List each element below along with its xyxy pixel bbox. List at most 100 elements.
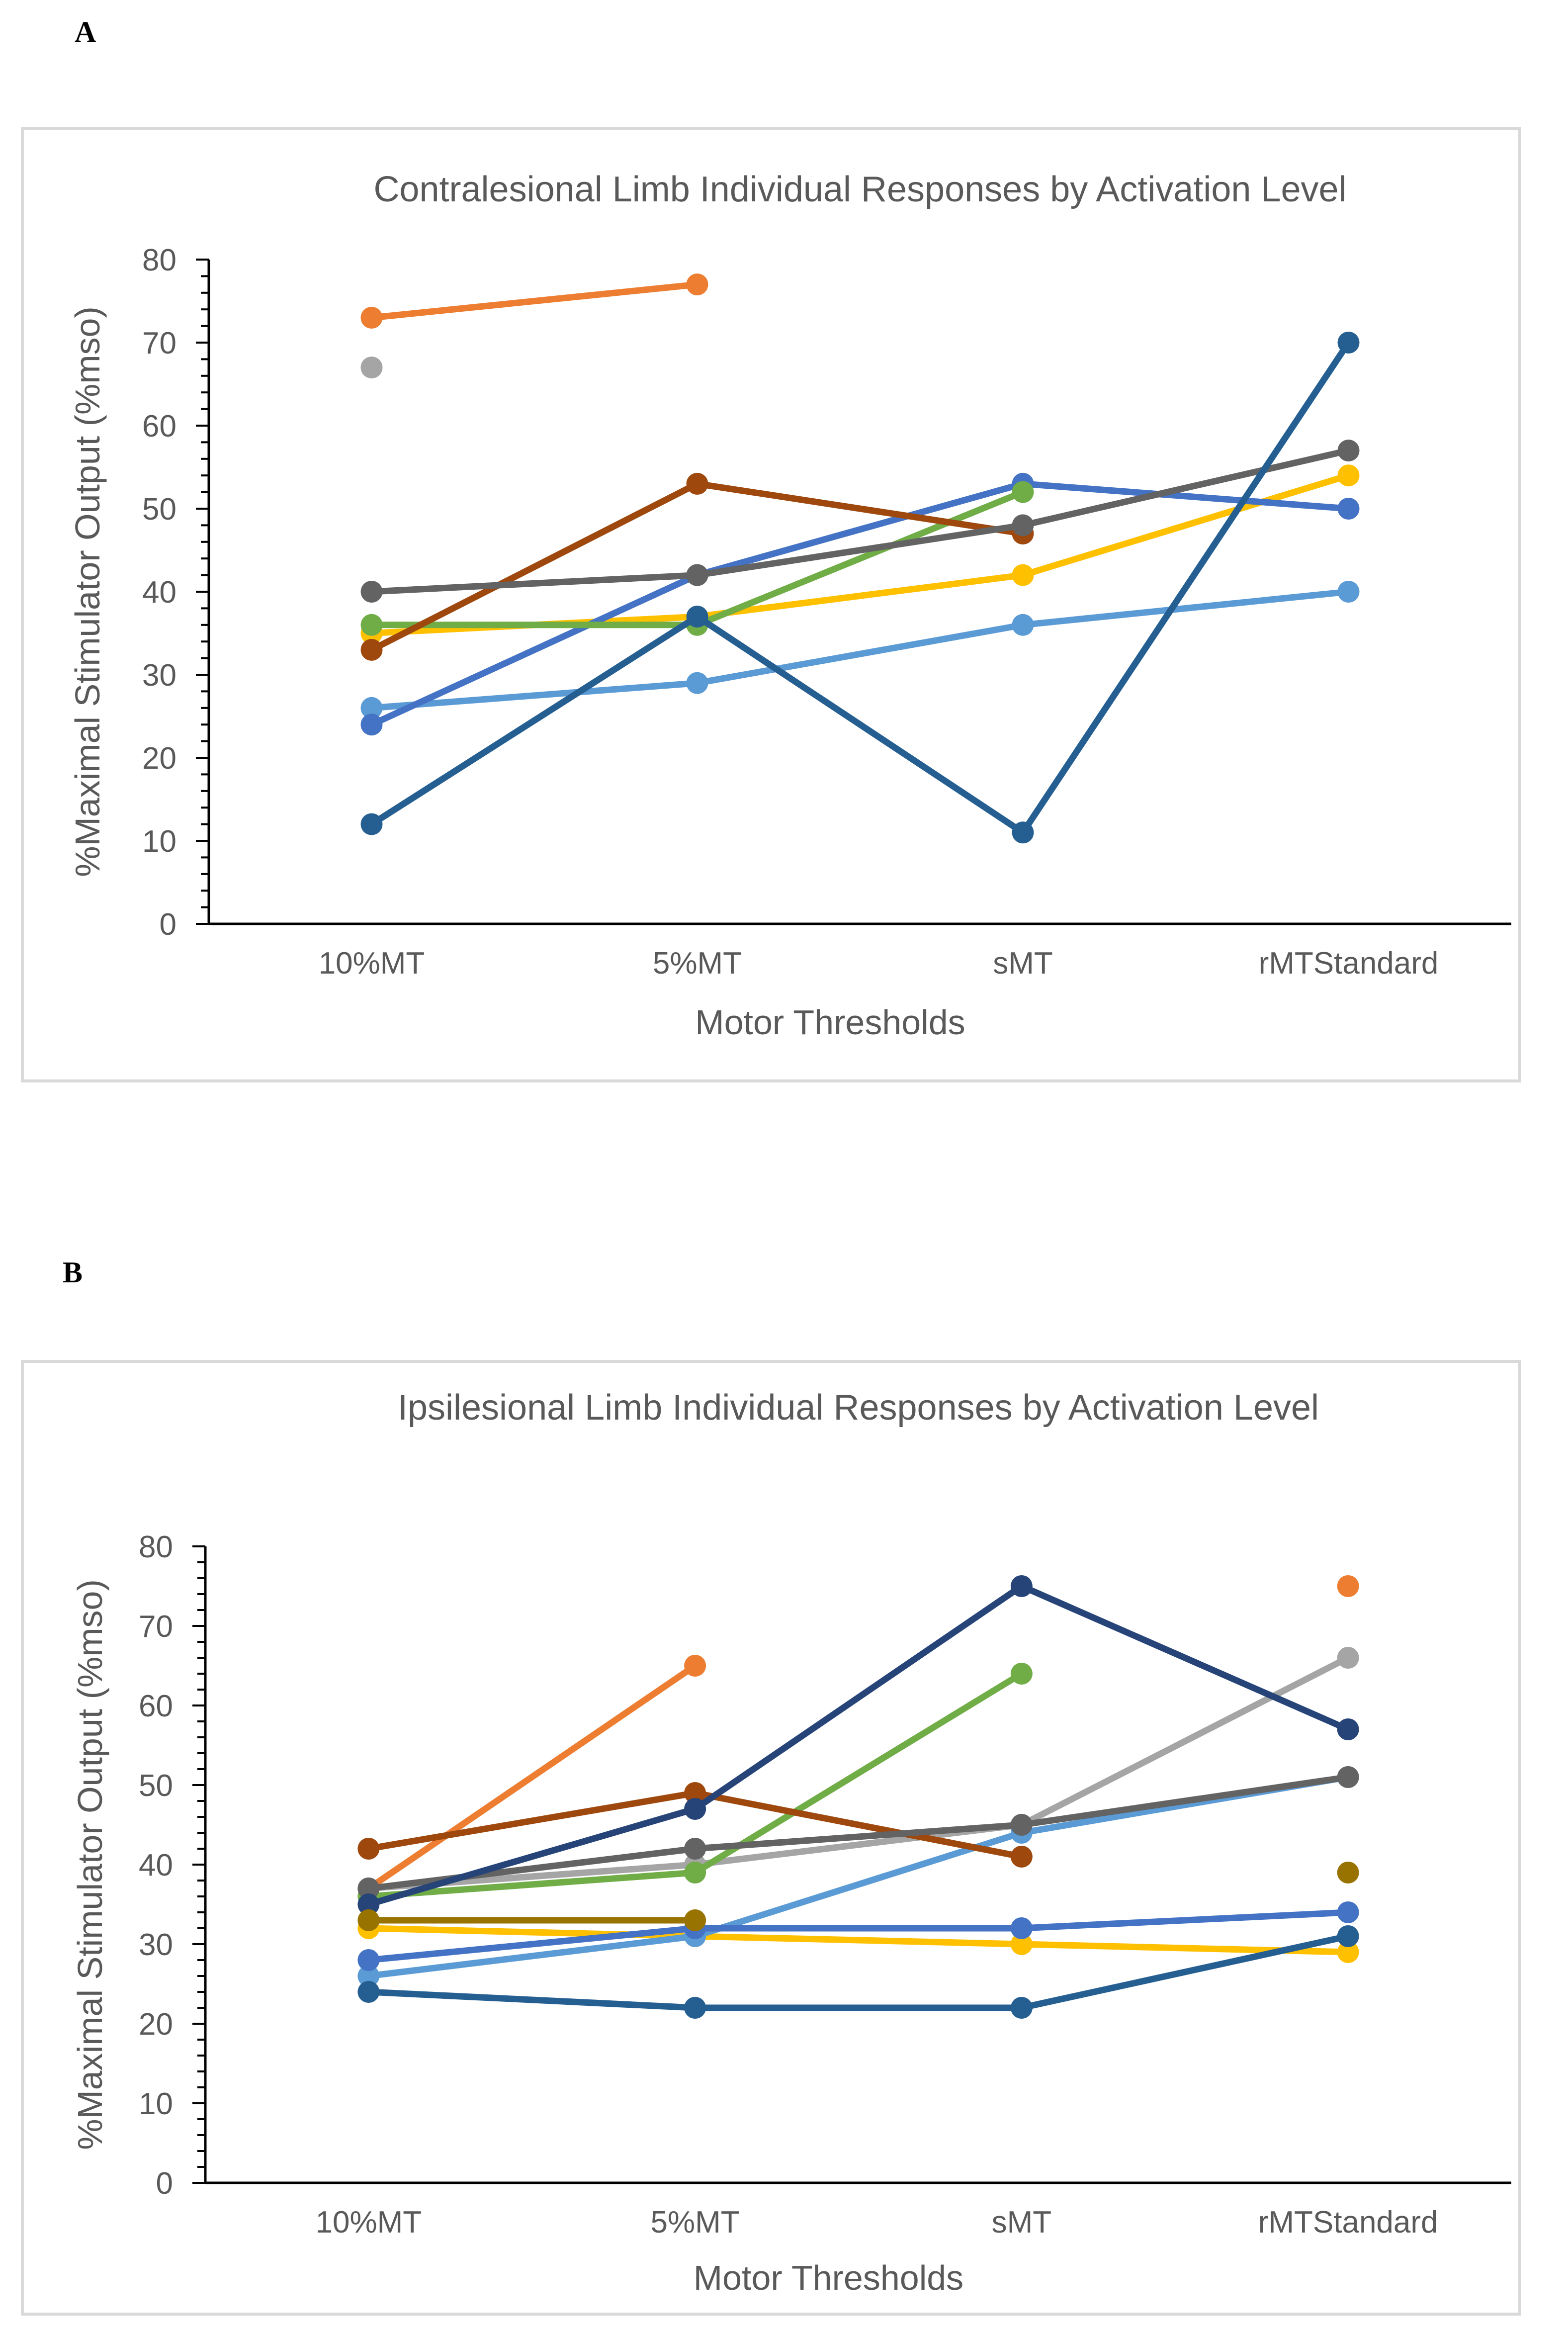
contralesional-series-5-point <box>360 714 383 736</box>
contralesional-series-9-segment <box>368 613 700 828</box>
ipsilesional-series-6-point <box>1010 1663 1033 1685</box>
contralesional-chart-title: Contralesional Limb Individual Responses… <box>373 170 1346 209</box>
contralesional-series-4-point <box>686 672 708 694</box>
ipsilesional-series-8-point <box>1337 1766 1359 1788</box>
contralesional-series-9-point <box>1012 821 1034 844</box>
contralesional-series-7 <box>360 472 1034 661</box>
ipsilesional-series-11-segment <box>1018 1933 1352 2011</box>
ipsilesional-series-7-segment <box>692 1790 1025 1860</box>
contralesional-series-1-segment <box>368 281 700 321</box>
ipsilesional-y-tick-label: 20 <box>139 2007 173 2042</box>
chart-ipsilesional-frame <box>21 1360 1521 2316</box>
ipsilesional-y-tick-label: 70 <box>139 1610 173 1644</box>
contralesional-series-8-segment <box>694 522 1026 579</box>
ipsilesional-series-11-point <box>1010 1997 1033 2019</box>
ipsilesional-series-8-segment <box>692 1821 1025 1852</box>
contralesional-series-6-point <box>1012 481 1034 503</box>
contralesional-y-tick-label: 50 <box>142 492 176 527</box>
contralesional-series-8-segment <box>368 572 700 595</box>
ipsilesional-series-8-point <box>357 1878 380 1899</box>
contralesional-series-8-point <box>1012 514 1034 537</box>
contralesional-series-8 <box>360 440 1360 603</box>
contralesional-series-8-point <box>1337 440 1360 462</box>
ipsilesional-x-tick-label: 5%MT <box>651 2205 740 2240</box>
contralesional-series-9-point <box>1337 332 1360 354</box>
ipsilesional-y-tick-label: 60 <box>139 1689 173 1723</box>
ipsilesional-series-8-point <box>684 1838 706 1860</box>
contralesional-series-3-point <box>1012 564 1034 586</box>
ipsilesional-series-10-point <box>357 1909 380 1931</box>
contralesional-series-7-point <box>686 472 708 495</box>
ipsilesional-x-tick-label: 10%MT <box>316 2205 422 2240</box>
ipsilesional-series-7-point <box>357 1838 380 1860</box>
ipsilesional-series-7-point <box>1010 1846 1033 1868</box>
ipsilesional-series-8-segment <box>1018 1774 1352 1828</box>
ipsilesional-series-4-segment <box>365 1933 698 1979</box>
ipsilesional-series-9-point <box>357 1893 380 1915</box>
ipsilesional-series-4-point <box>357 1965 380 1987</box>
contralesional-series-1 <box>360 273 708 329</box>
ipsilesional-series-6-segment <box>692 1670 1025 1876</box>
ipsilesional-series-11-segment <box>365 1988 698 2011</box>
contralesional-series-8-point <box>686 564 708 586</box>
contralesional-series-3-point <box>1337 464 1360 487</box>
contralesional-series-9-segment <box>1020 339 1352 836</box>
contralesional-y-axis-title: %Maximal Stimulator Output (%mso) <box>68 306 107 877</box>
contralesional-series-9-point <box>360 813 383 835</box>
panel-label-a: A <box>75 15 96 48</box>
ipsilesional-series-9-segment <box>365 1805 698 1908</box>
ipsilesional-series-5-point <box>1010 1917 1033 1939</box>
contralesional-series-4-segment <box>694 622 1026 687</box>
ipsilesional-series-3-point <box>1010 1933 1033 1955</box>
ipsilesional-series-7-segment <box>365 1790 698 1852</box>
ipsilesional-series-2-point <box>1337 1647 1359 1669</box>
ipsilesional-y-tick-label: 80 <box>139 1530 173 1564</box>
contralesional-series-4-point <box>1012 614 1034 636</box>
ipsilesional-series-1-point <box>684 1655 706 1677</box>
contralesional-series-9-point <box>686 606 708 628</box>
contralesional-series-7-segment <box>368 480 700 653</box>
contralesional-series-4-segment <box>1020 588 1352 628</box>
contralesional-y-tick-label: 80 <box>142 243 176 277</box>
contralesional-y-tick-label: 70 <box>142 326 176 360</box>
contralesional-series-5-segment <box>368 572 700 728</box>
ipsilesional-series-3-segment <box>692 1933 1025 1948</box>
contralesional-series-2 <box>360 357 383 379</box>
ipsilesional-series-2-segment <box>1018 1654 1352 1828</box>
ipsilesional-series-9-point <box>1010 1575 1033 1597</box>
ipsilesional-series-8 <box>357 1766 1359 1899</box>
ipsilesional-series-1-point <box>1337 1575 1359 1597</box>
ipsilesional-series-11-point <box>684 1997 706 2019</box>
ipsilesional-series-5-segment <box>365 1925 698 1964</box>
ipsilesional-series-9-point <box>684 1798 706 1820</box>
contralesional-x-tick-label: 5%MT <box>653 946 742 981</box>
ipsilesional-x-tick-label: sMT <box>992 2205 1052 2240</box>
contralesional-x-tick-label: 10%MT <box>319 946 425 981</box>
contralesional-x-tick-label: rMTStandard <box>1259 946 1439 981</box>
ipsilesional-series-9-segment <box>692 1583 1025 1812</box>
ipsilesional-series-11-point <box>357 1981 380 2003</box>
ipsilesional-chart-title: Ipsilesional Limb Individual Responses b… <box>398 1388 1319 1428</box>
contralesional-series-2-point <box>360 357 383 379</box>
ipsilesional-series-10-point <box>684 1909 706 1931</box>
ipsilesional-y-tick-label: 30 <box>139 1928 173 1962</box>
ipsilesional-y-tick-label: 40 <box>139 1848 173 1883</box>
contralesional-x-axis-title: Motor Thresholds <box>695 1003 965 1042</box>
ipsilesional-series-11 <box>357 1925 1359 2019</box>
contralesional-series-3-segment <box>1020 472 1352 579</box>
ipsilesional-x-tick-label: rMTStandard <box>1258 2205 1438 2240</box>
ipsilesional-y-axis-title: %Maximal Stimulator Output (%mso) <box>71 1579 109 2150</box>
ipsilesional-series-1 <box>357 1575 1359 1899</box>
ipsilesional-series-6-point <box>684 1862 706 1883</box>
ipsilesional-series-3-point <box>1337 1941 1359 1963</box>
ipsilesional-series-7-point <box>684 1782 706 1804</box>
contralesional-series-8-point <box>360 581 383 603</box>
contralesional-series-8-segment <box>1020 447 1352 529</box>
ipsilesional-series-9-segment <box>1018 1583 1352 1733</box>
ipsilesional-series-6-segment <box>365 1869 698 1900</box>
contralesional-series-9-segment <box>694 613 1026 836</box>
contralesional-series-6-segment <box>694 489 1026 628</box>
ipsilesional-y-tick-label: 0 <box>156 2166 173 2201</box>
contralesional-series-3-segment <box>694 572 1026 620</box>
